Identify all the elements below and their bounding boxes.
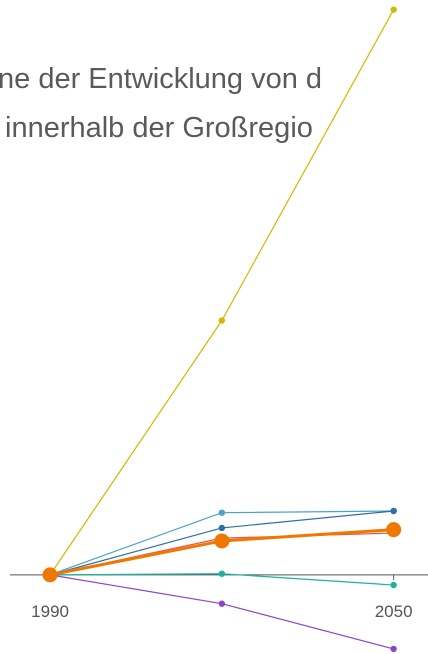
point	[390, 507, 397, 515]
chart-title: innerhalb der Großregio	[5, 112, 313, 144]
x-tick-label: 1990	[31, 602, 69, 621]
chart-title: ne der Entwicklung von d	[0, 63, 322, 95]
point	[218, 509, 226, 516]
series-line	[49, 574, 394, 650]
point	[218, 570, 226, 577]
x-tick-label: 2050	[375, 602, 413, 621]
point	[218, 600, 226, 607]
point	[42, 567, 58, 583]
point	[386, 522, 402, 538]
point	[390, 645, 397, 653]
point	[218, 317, 226, 324]
point	[218, 524, 226, 532]
point	[390, 581, 397, 589]
point	[390, 6, 397, 13]
point	[214, 533, 230, 549]
